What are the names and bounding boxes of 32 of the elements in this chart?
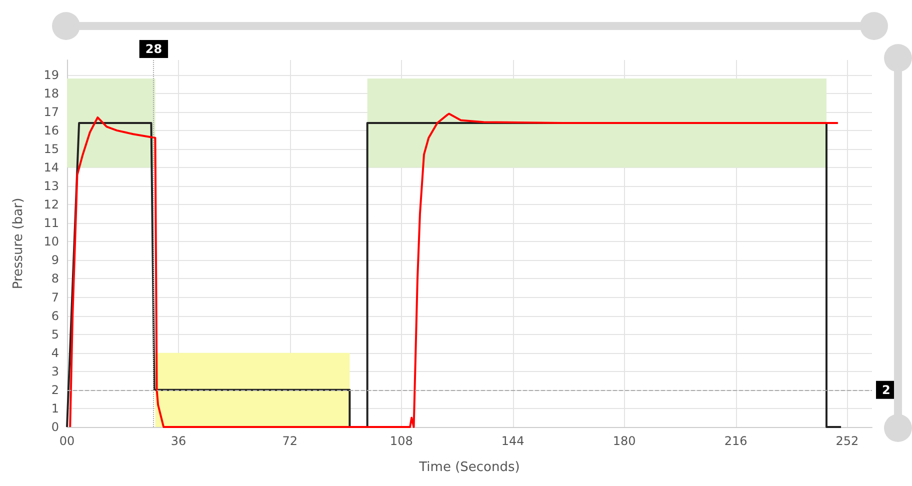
y-tick-label: 11 xyxy=(44,216,59,230)
y-tick-label: 1 xyxy=(51,401,59,416)
y-axis-title: Pressure (bar) xyxy=(11,198,26,290)
y-tick-label: 3 xyxy=(51,364,59,378)
y-tick-label: 5 xyxy=(51,327,59,342)
y-tick-label: 12 xyxy=(44,198,59,212)
y-tick-label: 15 xyxy=(44,142,59,156)
x-tick-label: 252 xyxy=(836,434,859,448)
y-tick-label: 17 xyxy=(44,104,59,119)
x-tick-label: 216 xyxy=(724,434,748,448)
ref-line-label: 28 xyxy=(145,42,162,56)
ref-line-label: 2 xyxy=(882,382,890,397)
y-tick-label: 4 xyxy=(51,346,59,360)
x-tick-label: 180 xyxy=(612,434,636,448)
x-tick-label: 36 xyxy=(170,434,186,448)
y-tick-label: 10 xyxy=(44,234,59,249)
y-tick-label: 0 xyxy=(51,420,59,434)
y-tick-label: 7 xyxy=(51,290,59,304)
x-tick-label: 108 xyxy=(390,434,413,448)
y-tick-label: 16 xyxy=(44,123,59,138)
y-tick-label: 6 xyxy=(51,308,59,323)
y-tick-label: 13 xyxy=(44,179,59,194)
y-tick-label: 8 xyxy=(51,272,59,286)
y-tick-label: 19 xyxy=(44,68,59,82)
y-tick-label: 18 xyxy=(44,86,59,100)
y-tick-label: 2 xyxy=(51,382,59,397)
x-axis-title: Time (Seconds) xyxy=(418,460,520,475)
x-tick-label: 144 xyxy=(501,434,524,448)
x-tick-label: 00 xyxy=(59,434,75,448)
x-tick-label: 72 xyxy=(282,434,298,448)
y-tick-label: 14 xyxy=(44,160,59,175)
y-tick-label: 9 xyxy=(51,253,59,268)
